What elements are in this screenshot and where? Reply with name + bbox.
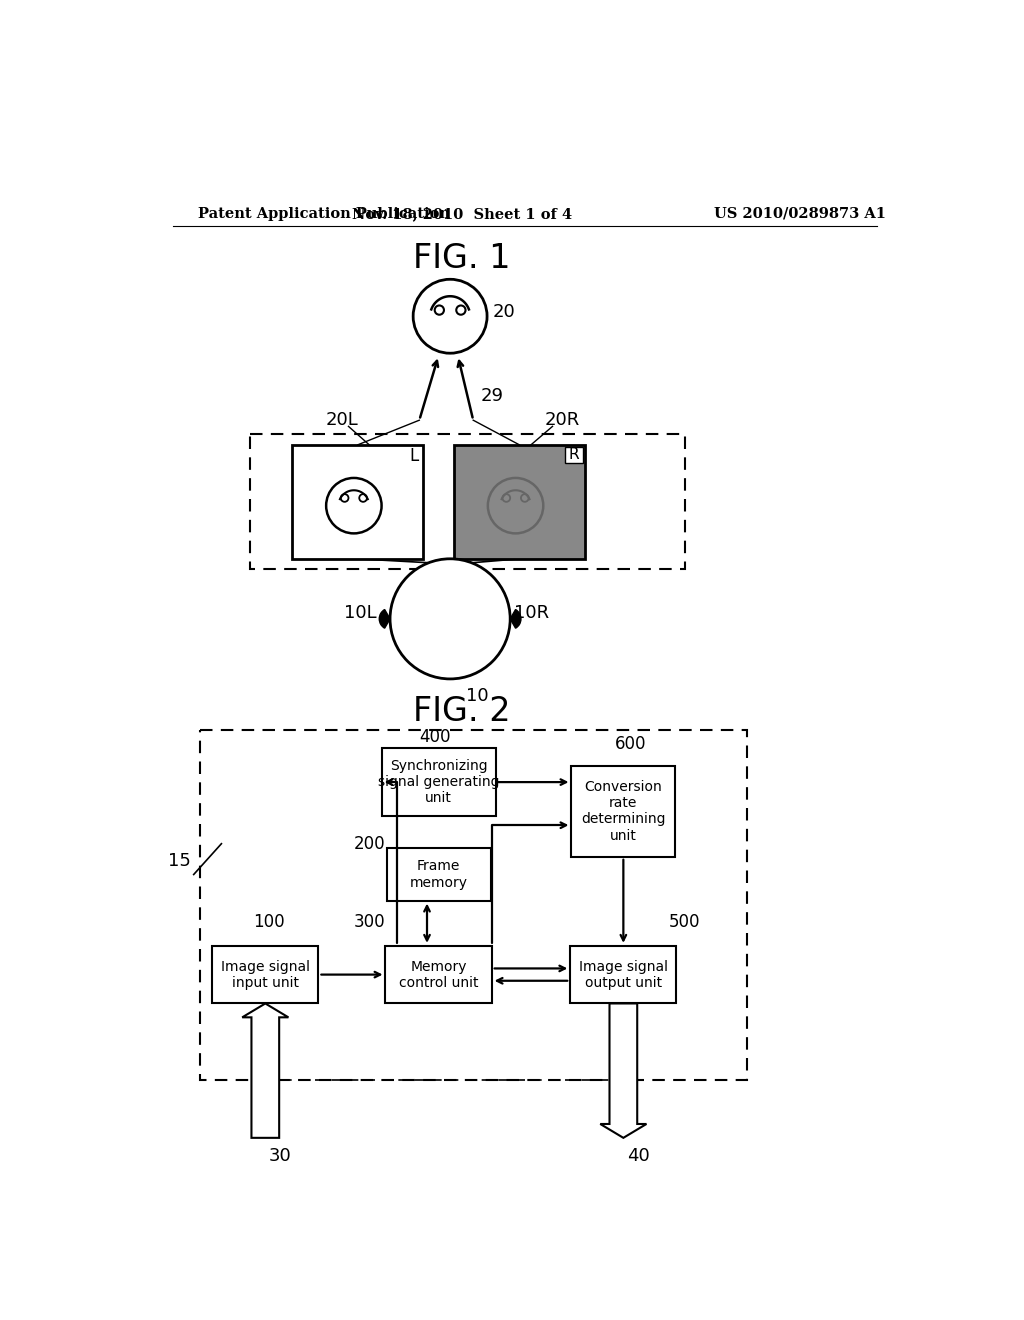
Text: 20: 20 — [493, 304, 515, 321]
Text: 10L: 10L — [344, 603, 376, 622]
Bar — [385, 945, 492, 1003]
Bar — [212, 945, 318, 1003]
Text: Image signal
output unit: Image signal output unit — [579, 960, 668, 990]
Text: 100: 100 — [253, 913, 285, 931]
Text: Synchronizing
signal generating
unit: Synchronizing signal generating unit — [378, 759, 500, 805]
Text: 10: 10 — [466, 686, 488, 705]
Text: Image signal
input unit: Image signal input unit — [221, 960, 310, 990]
Text: 20R: 20R — [544, 412, 580, 429]
Text: 400: 400 — [419, 729, 451, 746]
Text: R: R — [568, 447, 580, 462]
Text: 200: 200 — [353, 834, 385, 853]
Bar — [565, 447, 583, 462]
Circle shape — [390, 558, 510, 678]
Text: 20L: 20L — [326, 412, 358, 429]
Wedge shape — [510, 610, 521, 628]
Circle shape — [413, 280, 487, 354]
Text: 600: 600 — [615, 735, 647, 752]
Polygon shape — [600, 1003, 646, 1138]
Text: US 2010/0289873 A1: US 2010/0289873 A1 — [715, 207, 887, 220]
Bar — [250, 434, 685, 569]
Wedge shape — [379, 610, 390, 628]
Text: 40: 40 — [628, 1147, 650, 1166]
Text: Memory
control unit: Memory control unit — [398, 960, 478, 990]
Text: 30: 30 — [269, 1147, 292, 1166]
Text: 15: 15 — [168, 851, 190, 870]
Bar — [382, 748, 496, 816]
Text: Patent Application Publication: Patent Application Publication — [199, 207, 451, 220]
Text: 300: 300 — [353, 913, 385, 931]
Bar — [570, 945, 677, 1003]
Text: Nov. 18, 2010  Sheet 1 of 4: Nov. 18, 2010 Sheet 1 of 4 — [351, 207, 571, 220]
Text: FIG. 2: FIG. 2 — [413, 694, 511, 727]
Bar — [387, 849, 490, 900]
Text: 10R: 10R — [514, 603, 549, 622]
Bar — [292, 445, 423, 558]
Text: FIG. 1: FIG. 1 — [413, 242, 510, 275]
Text: Conversion
rate
determining
unit: Conversion rate determining unit — [581, 780, 666, 842]
Bar — [200, 730, 746, 1080]
Bar — [454, 445, 585, 558]
Text: L: L — [410, 446, 419, 465]
Text: Frame
memory: Frame memory — [410, 859, 468, 890]
Polygon shape — [243, 1003, 289, 1138]
Text: 29: 29 — [481, 387, 504, 404]
Bar — [571, 766, 676, 857]
Text: 500: 500 — [670, 913, 700, 931]
